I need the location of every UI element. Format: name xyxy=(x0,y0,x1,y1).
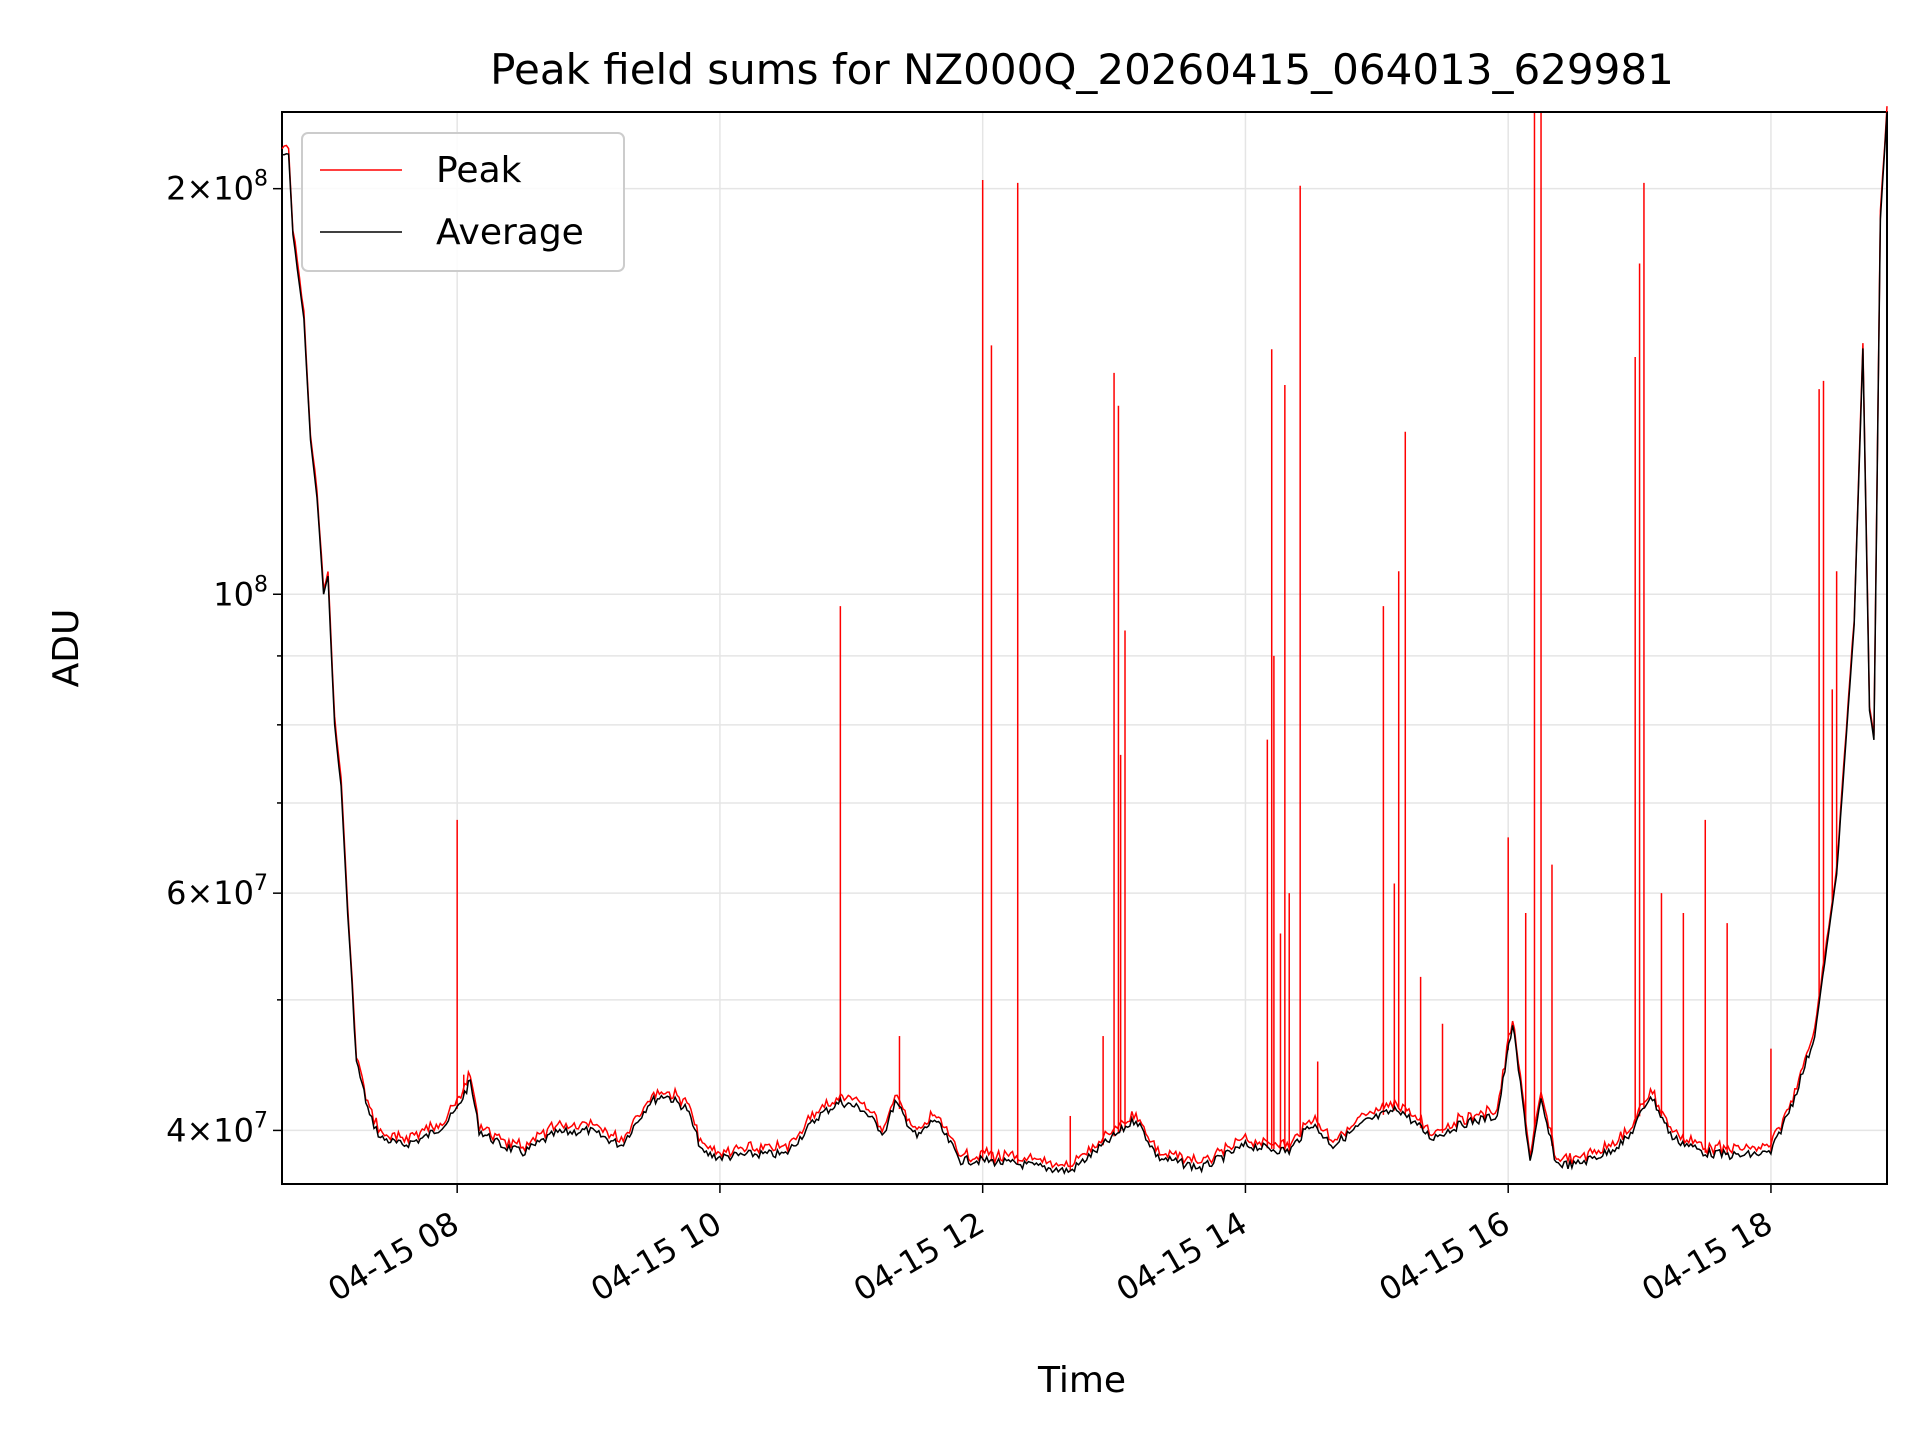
y-tick-label: 108 xyxy=(213,572,268,613)
average-line xyxy=(281,111,1888,1175)
chart-title: Peak field sums for NZ000Q_20260415_0640… xyxy=(490,45,1674,94)
legend: Peak Average xyxy=(301,132,625,272)
x-axis-label: Time xyxy=(1037,1360,1126,1401)
series-peak xyxy=(281,106,1888,1172)
legend-peak-label: Peak xyxy=(436,150,522,191)
plot-frame xyxy=(281,111,1888,1185)
legend-average-label: Average xyxy=(436,212,584,253)
series-average xyxy=(281,111,1888,1175)
y-tick-label: 2×108 xyxy=(166,167,268,208)
y-axis-label: ADU xyxy=(46,609,87,688)
y-tick-label: 4×107 xyxy=(166,1108,268,1149)
y-axis: 4×107 6×107 108 2×108 xyxy=(166,167,282,1149)
y-tick-label: 6×107 xyxy=(166,871,268,912)
legend-box xyxy=(301,132,625,272)
peak-baseline xyxy=(281,106,1888,1169)
